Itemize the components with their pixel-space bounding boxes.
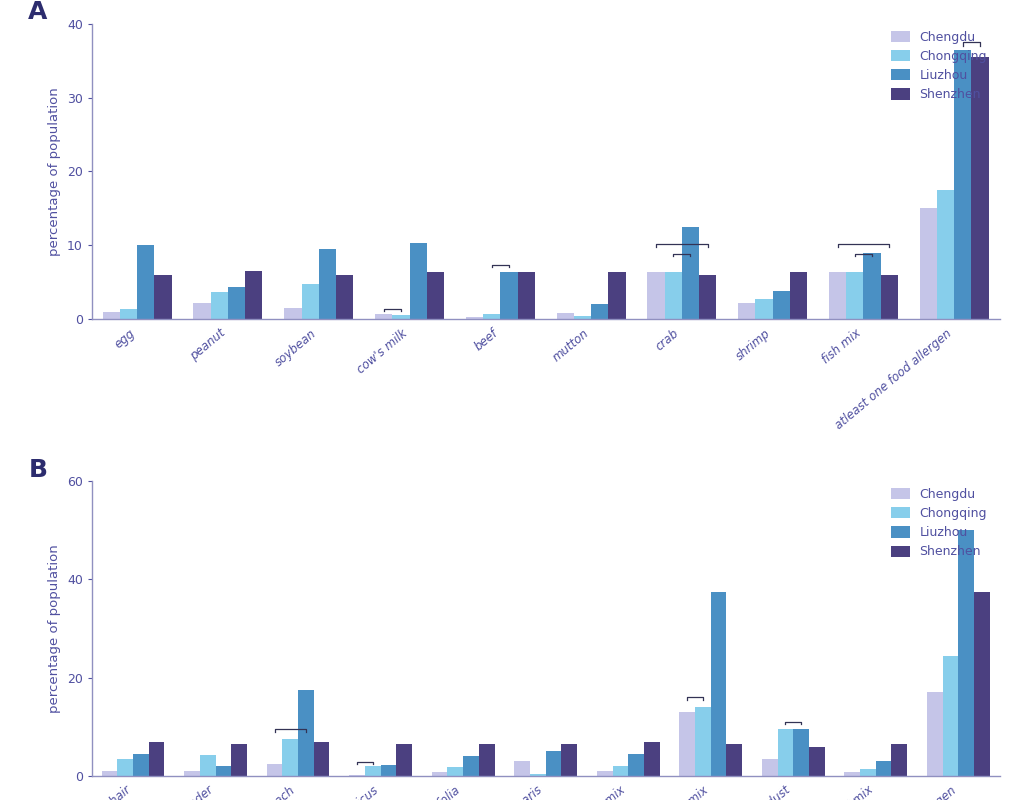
Bar: [211, 292, 228, 319]
Bar: [103, 311, 120, 319]
Bar: [447, 767, 463, 776]
Bar: [117, 758, 132, 776]
Bar: [478, 744, 494, 776]
Y-axis label: percentage of population: percentage of population: [48, 544, 61, 713]
Bar: [755, 299, 772, 319]
Bar: [970, 57, 987, 319]
Bar: [793, 730, 808, 776]
Bar: [200, 755, 215, 776]
Bar: [591, 304, 607, 319]
Bar: [380, 765, 396, 776]
Bar: [302, 284, 319, 319]
Bar: [231, 744, 247, 776]
Bar: [228, 287, 245, 319]
Bar: [761, 758, 776, 776]
Legend: Chengdu, Chongqing, Liuzhou, Shenzhen: Chengdu, Chongqing, Liuzhou, Shenzhen: [883, 24, 993, 108]
Bar: [517, 273, 534, 319]
Bar: [726, 744, 742, 776]
Bar: [926, 693, 942, 776]
Bar: [138, 245, 154, 319]
Bar: [365, 766, 380, 776]
Bar: [466, 318, 483, 319]
Bar: [184, 771, 200, 776]
Bar: [612, 766, 628, 776]
Bar: [942, 655, 958, 776]
Bar: [682, 226, 698, 319]
Bar: [463, 756, 478, 776]
Text: B: B: [29, 458, 47, 482]
Bar: [560, 744, 577, 776]
Bar: [556, 313, 574, 319]
Bar: [596, 771, 612, 776]
Bar: [392, 315, 410, 319]
Bar: [789, 273, 806, 319]
Bar: [679, 712, 694, 776]
Bar: [664, 273, 682, 319]
Bar: [879, 274, 897, 319]
Y-axis label: percentage of population: percentage of population: [48, 87, 61, 256]
Bar: [863, 253, 879, 319]
Bar: [500, 273, 517, 319]
Bar: [772, 291, 789, 319]
Bar: [891, 744, 906, 776]
Bar: [628, 754, 643, 776]
Bar: [545, 751, 560, 776]
Bar: [846, 273, 863, 319]
Bar: [936, 190, 954, 319]
Bar: [710, 592, 726, 776]
Bar: [431, 772, 447, 776]
Bar: [132, 754, 149, 776]
Bar: [954, 50, 970, 319]
Bar: [647, 273, 664, 319]
Bar: [102, 771, 117, 776]
Bar: [396, 744, 412, 776]
Bar: [410, 243, 426, 319]
Bar: [973, 592, 988, 776]
Bar: [844, 772, 859, 776]
Bar: [530, 774, 545, 776]
Bar: [514, 762, 530, 776]
Bar: [282, 739, 298, 776]
Bar: [607, 273, 625, 319]
Bar: [284, 308, 302, 319]
Bar: [319, 249, 335, 319]
Bar: [574, 316, 591, 319]
Bar: [267, 764, 282, 776]
Bar: [120, 310, 138, 319]
Bar: [194, 302, 211, 319]
Bar: [698, 274, 715, 319]
Bar: [245, 271, 262, 319]
Legend: Chengdu, Chongqing, Liuzhou, Shenzhen: Chengdu, Chongqing, Liuzhou, Shenzhen: [883, 482, 993, 565]
Bar: [426, 273, 443, 319]
Bar: [375, 314, 392, 319]
Bar: [215, 766, 231, 776]
Bar: [958, 530, 973, 776]
Bar: [335, 274, 353, 319]
Bar: [643, 742, 659, 776]
Bar: [828, 273, 846, 319]
Bar: [738, 302, 755, 319]
Bar: [694, 707, 710, 776]
Bar: [298, 690, 314, 776]
Bar: [348, 774, 365, 776]
Bar: [859, 769, 875, 776]
Bar: [483, 314, 500, 319]
Bar: [149, 742, 164, 776]
Bar: [154, 274, 171, 319]
Bar: [919, 208, 936, 319]
Bar: [314, 742, 329, 776]
Text: A: A: [29, 1, 48, 25]
Bar: [776, 730, 793, 776]
Bar: [808, 746, 823, 776]
Bar: [875, 762, 891, 776]
